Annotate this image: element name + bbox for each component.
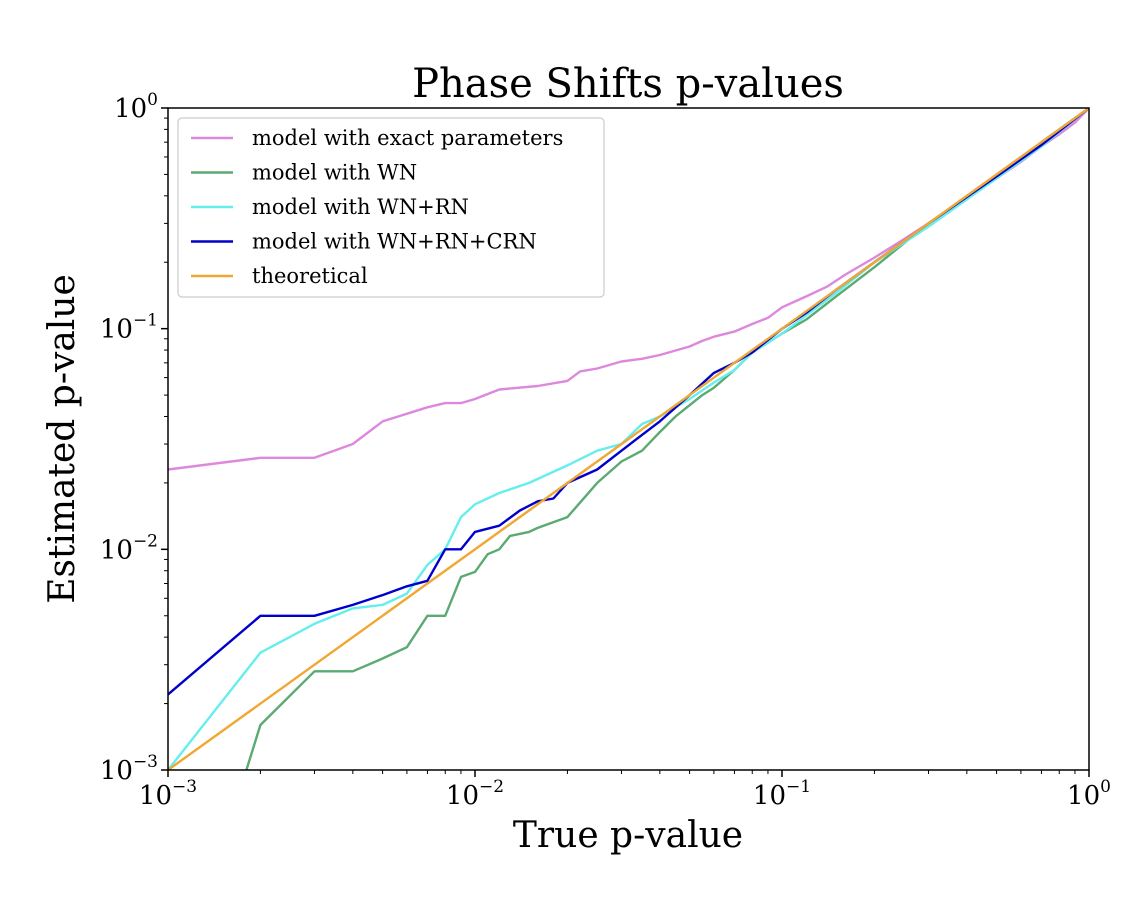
series-line-5 <box>168 108 1089 770</box>
legend-frame <box>177 117 605 298</box>
x-axis-label: True p-value <box>513 815 743 856</box>
legend-label: theoretical <box>252 264 368 288</box>
legend: model with exact parameters model with WN… <box>177 117 605 298</box>
x-tick-label: 10−2 <box>446 777 504 811</box>
x-tick-label: 10−1 <box>753 777 811 811</box>
y-tick-label: 10−3 <box>100 752 158 786</box>
x-axis-ticks: 10−3 10−2 10−1 100 <box>139 770 1111 811</box>
x-tick-label: 10−3 <box>139 777 197 811</box>
y-tick-label: 100 <box>114 90 158 124</box>
y-tick-label: 10−1 <box>100 311 158 345</box>
y-tick-label: 10−2 <box>100 531 158 565</box>
y-axis-ticks: 10−3 10−2 10−1 100 <box>100 90 168 786</box>
x-tick-label: 100 <box>1067 777 1111 811</box>
chart-title: Phase Shifts p-values <box>412 61 844 107</box>
legend-label: model with exact parameters <box>252 126 563 150</box>
y-axis-label: Estimated p-value <box>42 274 83 604</box>
legend-label: model with WN <box>252 161 417 185</box>
legend-label: model with WN+RN+CRN <box>252 230 537 254</box>
series-line-2 <box>245 108 1089 770</box>
plot-frame <box>167 107 1090 771</box>
series-layer <box>168 108 1089 770</box>
legend-label: model with WN+RN <box>252 195 469 219</box>
